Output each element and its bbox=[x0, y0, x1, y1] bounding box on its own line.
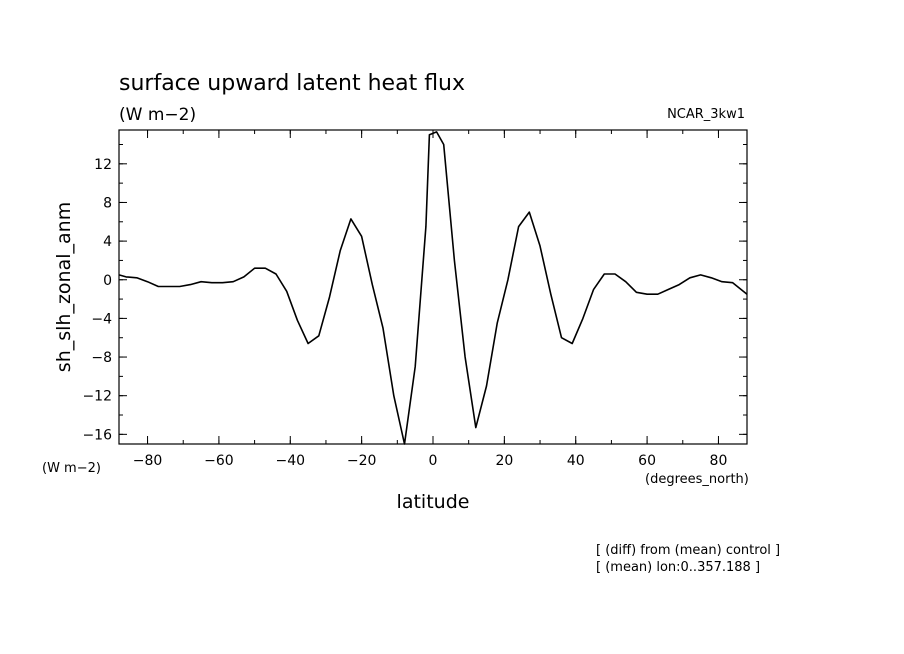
x-tick-label: −60 bbox=[204, 453, 234, 469]
y-tick-label: 0 bbox=[103, 273, 112, 289]
x-tick-label: 80 bbox=[710, 453, 728, 469]
x-tick-label: −20 bbox=[347, 453, 377, 469]
plot-frame bbox=[118, 129, 748, 445]
run-label: NCAR_3kw1 bbox=[667, 107, 745, 122]
x-tick-label: 0 bbox=[429, 453, 438, 469]
y-tick-label: 8 bbox=[103, 195, 112, 211]
chart-title: surface upward latent heat flux bbox=[119, 71, 465, 96]
x-axis-label: latitude bbox=[397, 491, 470, 513]
x-tick-label: 60 bbox=[638, 453, 656, 469]
y-tick-label: 4 bbox=[103, 234, 112, 250]
note-diff: [ (diff) from (mean) control ] bbox=[596, 543, 780, 558]
chart-subtitle: (W m−2) bbox=[119, 105, 196, 125]
y-tick-label: −8 bbox=[91, 350, 112, 366]
y-tick-label: −12 bbox=[82, 389, 112, 405]
x-tick-label: −40 bbox=[275, 453, 305, 469]
y-tick-label: −16 bbox=[82, 427, 112, 443]
x-units-label: (degrees_north) bbox=[645, 472, 749, 487]
x-tick-label: −80 bbox=[133, 453, 163, 469]
note-mean: [ (mean) lon:0..357.188 ] bbox=[596, 560, 760, 575]
axis-ticks bbox=[119, 130, 747, 444]
y-tick-label: 12 bbox=[94, 157, 112, 173]
x-tick-label: 40 bbox=[567, 453, 585, 469]
y-tick-label: −4 bbox=[91, 311, 112, 327]
y-axis-label: sh_slh_zonal_anm bbox=[53, 202, 75, 372]
x-tick-label: 20 bbox=[495, 453, 513, 469]
y-units-label: (W m−2) bbox=[42, 461, 101, 476]
series-line bbox=[118, 131, 748, 445]
